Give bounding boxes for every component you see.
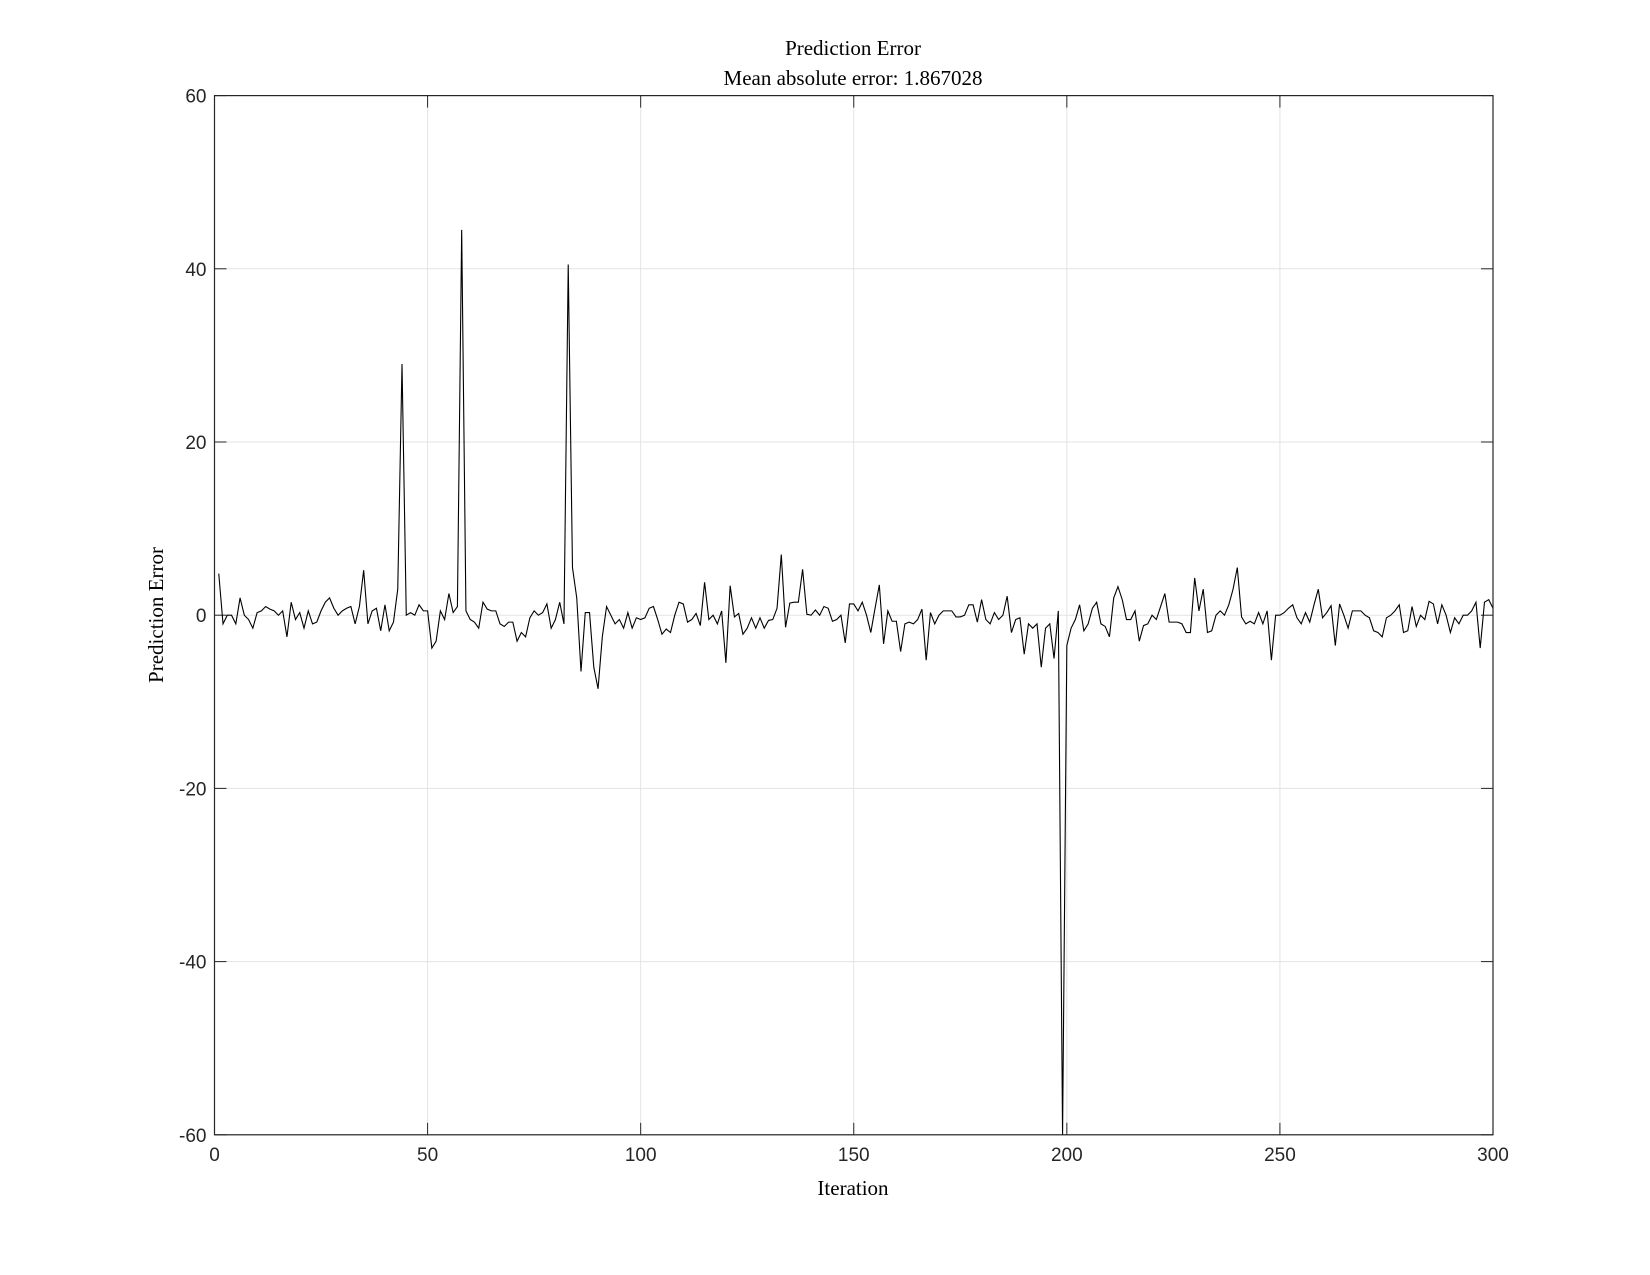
y-tick-label: 40: [185, 260, 206, 281]
x-tick-label: 200: [1051, 1145, 1083, 1166]
x-tick-label: 150: [838, 1145, 870, 1166]
y-tick-label: 20: [185, 433, 206, 454]
chart-title: Prediction Error: [785, 36, 921, 60]
x-tick-label: 0: [209, 1145, 220, 1166]
y-tick-label: -40: [179, 953, 206, 974]
x-tick-label: 250: [1264, 1145, 1296, 1166]
axes-box: [213, 94, 1494, 1136]
x-tick-label: 50: [417, 1145, 438, 1166]
x-tick-label: 300: [1477, 1145, 1509, 1166]
y-tick-label: 0: [196, 606, 207, 627]
series-line: [218, 229, 1494, 1135]
x-axis-label: Iteration: [817, 1176, 889, 1200]
x-tick-label: 100: [625, 1145, 657, 1166]
y-tick-label: -60: [179, 1126, 206, 1147]
axis-ticks: 0 50 100 150 200 250 300 -60 -40 -20 0 20 40 60: [179, 87, 1509, 1166]
y-tick-label: 60: [185, 87, 206, 108]
chart-subtitle: Mean absolute error: 1.867028: [724, 66, 983, 90]
y-tick-label: -20: [179, 779, 206, 800]
y-axis-label: Prediction Error: [144, 547, 168, 683]
